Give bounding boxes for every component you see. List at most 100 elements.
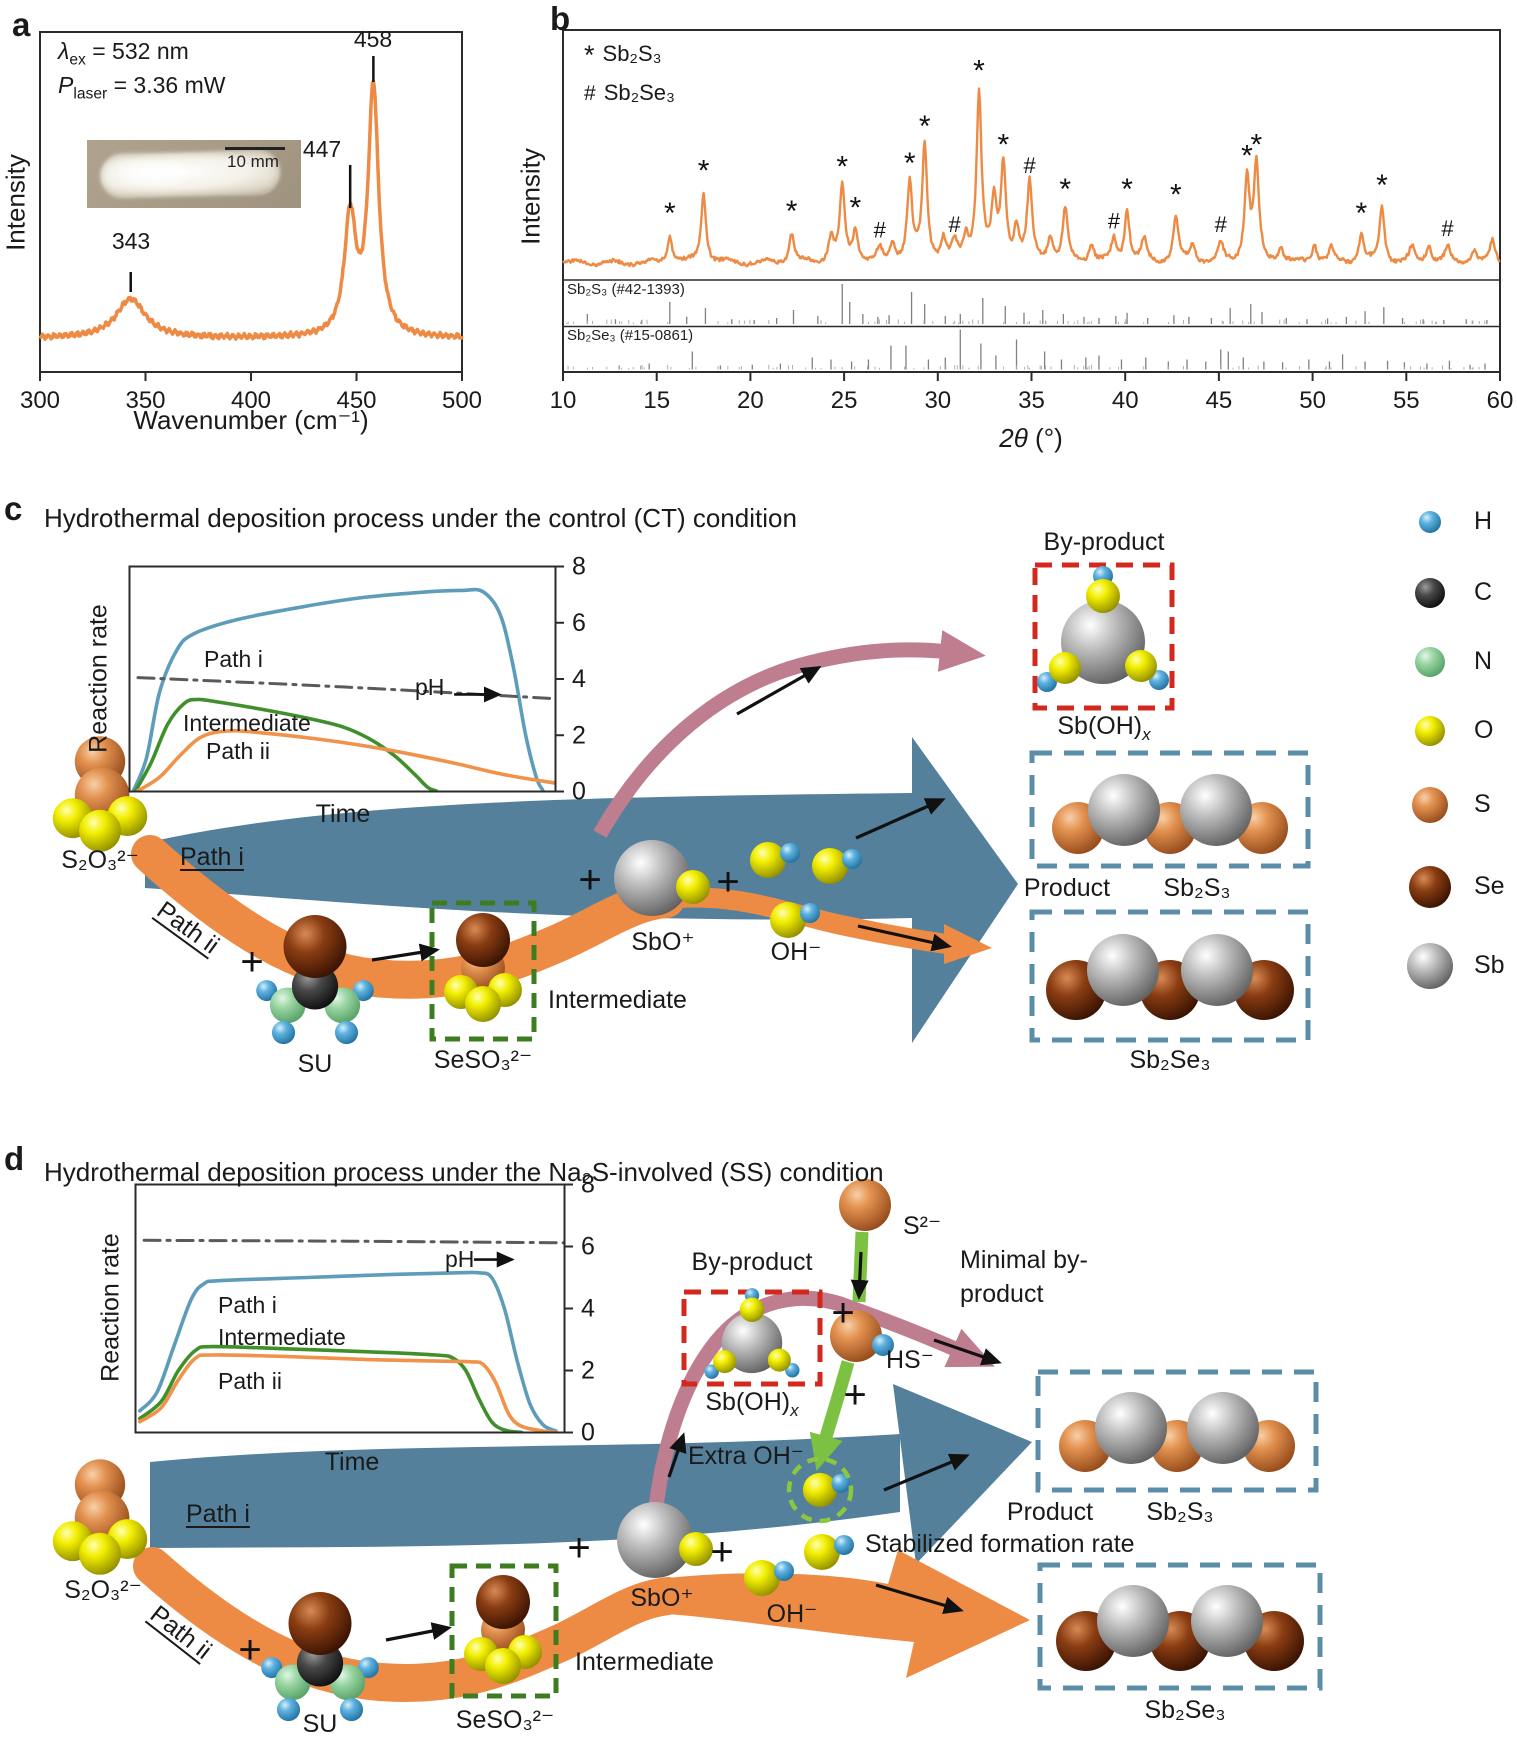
atom-O: [79, 809, 121, 852]
xrd-ylabel: Intensity: [515, 148, 546, 245]
sboh-label-ct: Sb(OH)x: [1057, 712, 1150, 745]
peak-label-458: 458: [353, 26, 393, 52]
power-symbol: P: [58, 72, 74, 98]
inset-series-intermediate: [134, 697, 438, 792]
molecule-sboh-ct: [1037, 566, 1169, 692]
ct-inset-path-ii-label: Path ii: [206, 738, 270, 764]
product-sb2s3-box-ss: [1035, 1369, 1319, 1493]
product-label-ss: Product: [1006, 1498, 1094, 1526]
plus-sign-ss-3: +: [710, 1530, 734, 1574]
xrd-peak-marker-sb2s3: *: [1376, 169, 1388, 202]
arrow-s2-to-hs-ss: [850, 1251, 869, 1300]
inset-y-tick-label: 4: [572, 665, 586, 693]
atom-Sb: [1087, 934, 1159, 1006]
raman-x-tick-label: 400: [231, 387, 271, 414]
laser-power-annotation: Plaser = 3.36 mW: [58, 72, 225, 104]
xrd-legend-sb2s3: * Sb₂S₃: [584, 40, 662, 71]
legend-label-sb: Sb: [1474, 951, 1505, 979]
byproduct-box-ct: [1032, 562, 1175, 711]
path-i-band-ss: [150, 1434, 900, 1548]
atom-O: [739, 1297, 765, 1322]
path-ii-band-ss: [133, 1547, 687, 1702]
arrow-to-byproduct-ss: [667, 1432, 687, 1478]
product-label-ct: Product: [1023, 874, 1111, 902]
xrd-x-tick-label: 45: [1206, 387, 1233, 414]
xrd-plot: *****#**#**#*#* *#****#10 15 20 25 30 35 40 45 50…: [550, 29, 1514, 414]
legend-label-h: H: [1474, 507, 1493, 535]
inset-series-path-ii: [138, 1353, 558, 1433]
plus-sign-ss-extra-oh: +: [843, 1373, 867, 1417]
inset-y-tick-label: 2: [572, 721, 586, 749]
molecule-hs-ss: [830, 1310, 894, 1362]
ss-inset-xlabel: Time: [324, 1448, 380, 1476]
ct-inset-ph-label: pH: [415, 674, 445, 700]
xrd-peak-marker-sb2s3: *: [919, 110, 931, 143]
sb2s3-label-ss: Sb₂S₃: [1146, 1498, 1214, 1526]
arrow-to-byproduct-ct: [736, 666, 822, 716]
minimal-byproduct-label-line2: product: [960, 1280, 1044, 1308]
raman-plot: 300 350 400 450 500: [20, 31, 482, 414]
panel-letter-a: a: [12, 6, 31, 43]
inset-series-ph: [136, 676, 556, 701]
xrd-x-tick-label: 10: [550, 387, 577, 414]
raman-x-tick-label: 450: [336, 387, 376, 414]
arrow-su-to-intermediate-ss: [385, 1622, 452, 1642]
legend-label-c: C: [1474, 578, 1493, 606]
molecule-seso3-ct: [444, 913, 522, 1022]
inset-y-tick-label: 2: [581, 1357, 595, 1385]
product-sb2se3-box-ct: [1029, 909, 1311, 1043]
byproduct-label-ss: By-product: [691, 1248, 813, 1276]
atom-H: [834, 1535, 854, 1555]
atom-O: [812, 848, 848, 884]
inset-series-ph: [142, 1238, 565, 1245]
atom-O: [804, 1534, 840, 1570]
xrd-x-tick-label: 20: [737, 387, 764, 414]
atom-H: [271, 1021, 296, 1045]
xrd-x-tick-label: 60: [1487, 387, 1514, 414]
xrd-x-tick-label: 30: [924, 387, 951, 414]
power-subscript: laser: [73, 85, 108, 103]
sboh-sub-ss: x: [790, 1401, 799, 1420]
sboh-main-ss: Sb(OH): [705, 1388, 791, 1416]
lambda-value: = 532 nm: [85, 38, 189, 64]
plus-sign-ct-2: +: [578, 858, 602, 902]
product-sb2s3-box-ct: [1029, 750, 1311, 869]
molecule-sbo-ct: [614, 840, 710, 916]
atom-H: [831, 1473, 851, 1493]
panel-c-title: Hydrothermal deposition process under th…: [44, 503, 797, 533]
inset-y-tick-label: 8: [572, 553, 586, 581]
seso3-label-ss: SeSO₃²⁻: [455, 1706, 555, 1734]
ct-inset-intermediate-label: Intermediate: [183, 710, 311, 736]
molecule-sbo-ss: [617, 1502, 713, 1578]
atom-O: [802, 1472, 838, 1508]
atom-H: [780, 843, 800, 863]
hs-label-ss: HS⁻: [886, 1346, 934, 1374]
path-i-label-ct: Path i: [180, 843, 244, 871]
molecule-oh-ss-2: [804, 1534, 854, 1570]
plus-sign-ss-2: +: [567, 1526, 591, 1570]
xrd-legend-sb2se3-label: Sb₂Se₃: [603, 80, 676, 105]
two-theta: 2θ: [999, 423, 1028, 453]
inset-series-path-i: [132, 587, 545, 792]
atom-Sb: [1187, 1392, 1259, 1464]
xrd-peak-marker-sb2s3: *: [850, 191, 862, 224]
intermediate-box-ct: [429, 900, 537, 1042]
atom-Sb: [1095, 1392, 1167, 1464]
xrd-curve: [562, 87, 1501, 268]
atom-Sb: [1181, 934, 1253, 1006]
ss-inset-ylabel: Reaction rate: [96, 1233, 125, 1382]
sb2s3-label-ct: Sb₂S₃: [1163, 874, 1231, 902]
su-label-ss: SU: [302, 1710, 338, 1738]
ss-inset-path-i-label: Path i: [218, 1292, 277, 1318]
xrd-peak-marker-sb2s3: *: [698, 154, 710, 187]
s2o3-label-ct: S₂O₃²⁻: [61, 846, 139, 874]
molecule-s2o3-ct: [52, 736, 148, 852]
film-photo-inset: 10 mm: [87, 140, 301, 208]
legend-label-o: O: [1474, 716, 1494, 744]
path-i-band-ct: [145, 793, 912, 920]
legend-atom-o: [1415, 716, 1445, 746]
atom-H: [872, 1334, 894, 1356]
inset-series-path-i: [138, 1270, 558, 1433]
molecule-extra-oh-ss: [802, 1472, 851, 1508]
molecule-su-ct: [256, 915, 374, 1045]
